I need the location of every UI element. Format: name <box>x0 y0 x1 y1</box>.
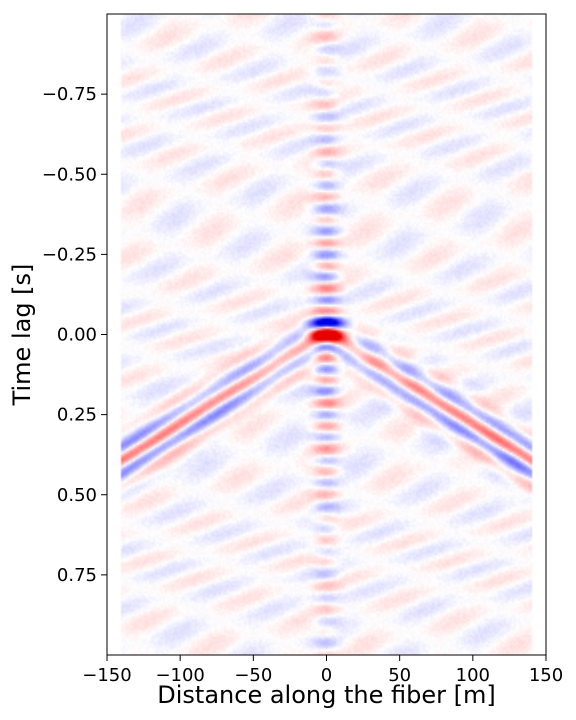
y-tick-label: −0.25 <box>42 244 97 265</box>
x-tick-label: −50 <box>234 665 272 686</box>
y-tick-label: 0.75 <box>57 565 97 586</box>
x-axis: −150 −100 −50 0 50 100 150 <box>82 655 563 686</box>
x-tick-label: −150 <box>82 665 131 686</box>
y-tick-label: 0.25 <box>57 405 97 426</box>
x-tick-label: 150 <box>529 665 563 686</box>
y-axis-label: Time lag [s] <box>8 264 36 407</box>
plot-area <box>106 13 547 656</box>
x-tick-label: −100 <box>155 665 204 686</box>
y-axis: −0.75 −0.50 −0.25 0.00 0.25 0.50 0.75 <box>42 84 107 586</box>
x-tick-label: 50 <box>388 665 411 686</box>
y-tick-label: 0.00 <box>57 325 97 346</box>
y-tick-label: −0.75 <box>42 84 97 105</box>
y-tick-label: 0.50 <box>57 485 97 506</box>
heatmap-image <box>107 14 546 655</box>
x-tick-label: 100 <box>456 665 490 686</box>
y-tick-label: −0.50 <box>42 164 97 185</box>
x-axis-label: Distance along the fiber [m] <box>157 681 495 709</box>
x-tick-label: 0 <box>321 665 332 686</box>
